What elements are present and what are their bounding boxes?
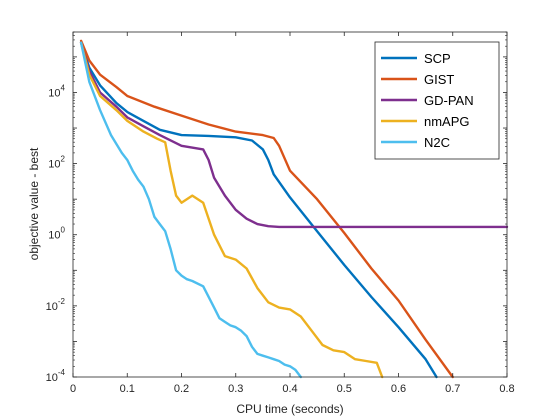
x-tick-label: 0.2 (174, 383, 189, 395)
x-tick-label: 0.1 (120, 383, 135, 395)
series-line-gd-pan (79, 41, 509, 229)
x-axis: 0 0.1 0.2 0.3 0.4 0.5 0.6 0.7 0.8 (70, 32, 515, 395)
y-tick-label: 100 (48, 226, 65, 242)
y-tick-label: 10-4 (46, 368, 66, 384)
y-axis: 10-4 10-2 100 102 104 (46, 31, 507, 384)
series-line-n2c (79, 41, 302, 379)
x-tick-label: 0.6 (391, 383, 406, 395)
legend-label: nmAPG (424, 114, 470, 129)
y-tick-label: 104 (48, 83, 65, 99)
x-tick-label: 0 (70, 383, 76, 395)
legend-label: N2C (424, 135, 450, 150)
x-tick-label: 0.7 (445, 383, 460, 395)
x-tick-label: 0.8 (499, 383, 514, 395)
x-tick-label: 0.3 (228, 383, 243, 395)
y-tick-label: 102 (48, 155, 65, 171)
x-axis-label: CPU time (seconds) (236, 402, 343, 416)
y-axis-label: objective value - best (27, 147, 41, 260)
x-tick-label: 0.4 (282, 383, 297, 395)
x-tick-label: 0.5 (337, 383, 352, 395)
legend-label: GD-PAN (424, 93, 474, 108)
y-tick-label: 10-2 (46, 297, 66, 313)
series-line-scp (79, 41, 438, 379)
legend: SCP GIST GD-PAN nmAPG N2C (374, 41, 500, 160)
series-layer (79, 39, 509, 379)
legend-label: GIST (424, 72, 454, 87)
series-line-gist (79, 39, 454, 379)
series-line-nmapg (79, 41, 384, 379)
legend-label: SCP (424, 51, 451, 66)
